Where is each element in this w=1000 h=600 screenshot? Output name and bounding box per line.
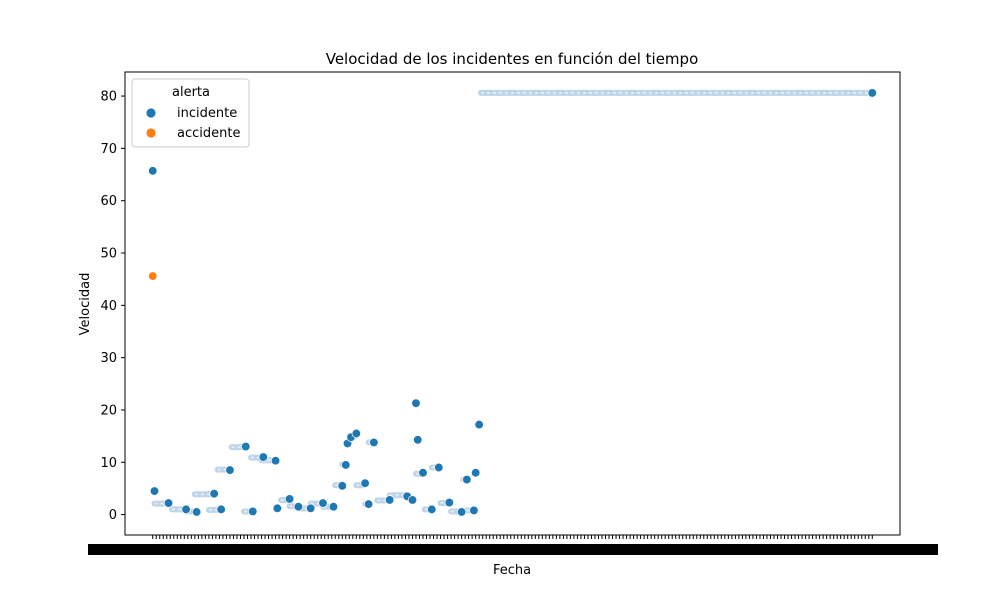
data-point-incidente	[411, 398, 421, 408]
y-tick-label: 50	[100, 247, 117, 262]
data-point-incidente	[306, 503, 316, 513]
data-point-incidente	[163, 498, 174, 508]
data-point-incidente	[293, 502, 304, 512]
y-axis: 0 10 20 30 40 50 60 70 80	[100, 90, 125, 523]
data-point-incidente	[258, 452, 268, 462]
data-point-incidente	[462, 474, 472, 485]
data-point-incidente	[191, 507, 202, 517]
y-tick-label: 0	[109, 508, 117, 523]
data-point-incidente	[469, 505, 479, 516]
data-point-incidente	[209, 489, 219, 499]
chart-title: Velocidad de los incidentes en función d…	[326, 50, 699, 68]
data-point-incidente	[434, 462, 444, 473]
data-point-incidente	[360, 478, 370, 488]
data-point-incidente	[351, 428, 361, 439]
data-point-incidente	[385, 495, 395, 505]
data-point-incidente	[216, 504, 226, 515]
x-axis-label: Fecha	[493, 563, 531, 578]
data-point-incidente	[148, 166, 158, 176]
legend-marker-accidente	[145, 127, 157, 139]
legend-marker-incidente	[145, 107, 157, 119]
data-point-incidente	[456, 507, 467, 517]
legend-label-accidente: accidente	[177, 126, 240, 141]
y-tick-label: 10	[100, 456, 117, 471]
legend-title: alerta	[172, 85, 210, 100]
data-point-incidente	[337, 481, 347, 491]
data-point-incidente	[369, 437, 379, 448]
data-point-incidente	[474, 419, 484, 430]
data-point-incidente	[413, 435, 423, 445]
y-tick-label: 60	[100, 194, 117, 209]
axes-frame	[124, 71, 901, 536]
data-point-incidente	[272, 503, 282, 513]
data-point-incidente	[341, 460, 351, 470]
y-tick-label: 20	[100, 403, 117, 418]
legend-label-incidente: incidente	[177, 106, 237, 121]
y-tick-label: 30	[100, 351, 117, 366]
data-point-incidente	[328, 502, 339, 512]
x-tick-labels-overlap	[88, 544, 938, 555]
data-point-incidente	[363, 499, 374, 509]
data-point-incidente	[284, 494, 295, 504]
legend: alerta incidente accidente	[131, 78, 250, 148]
data-point-incidente	[181, 504, 191, 515]
data-point-incidente	[248, 506, 258, 517]
data-point-incidente	[470, 468, 481, 478]
data-point-incidente	[427, 504, 437, 515]
plot-area	[148, 88, 877, 517]
data-point-incidente	[444, 497, 454, 508]
data-point-incidente	[225, 465, 235, 475]
data-point-incidente	[418, 468, 428, 478]
data-point-accidente	[148, 271, 158, 281]
legend-box	[131, 78, 250, 148]
y-tick-label: 80	[100, 90, 117, 105]
x-axis	[88, 535, 938, 555]
data-point-incidente	[270, 456, 281, 466]
y-tick-label: 70	[100, 142, 117, 157]
data-point-incidente	[318, 498, 328, 508]
data-point-incidente	[407, 495, 418, 505]
data-point-incidente	[867, 88, 877, 98]
y-tick-label: 40	[100, 299, 117, 314]
y-axis-label: Velocidad	[78, 273, 93, 336]
data-point-incidente	[241, 441, 251, 452]
data-point-incidente	[149, 486, 160, 496]
